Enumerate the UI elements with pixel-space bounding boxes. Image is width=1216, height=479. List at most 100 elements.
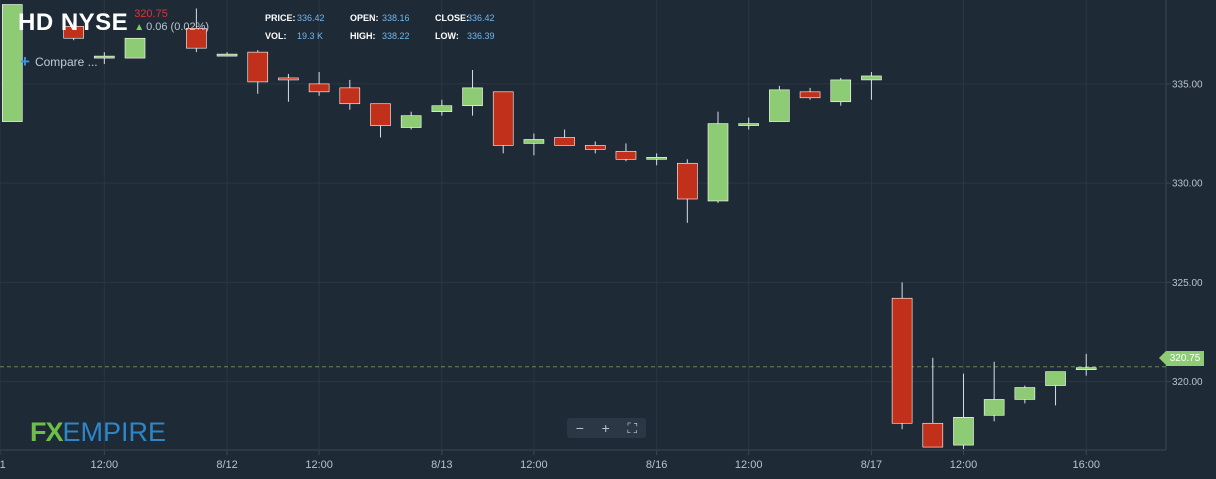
logo-empire: EMPIRE: [62, 417, 167, 447]
vol-label: VOL:: [265, 31, 287, 41]
x-tick-label: 12:00: [735, 459, 763, 471]
candle-body: [523, 139, 545, 144]
open-label: OPEN:: [350, 13, 379, 23]
price-change-value: 0.06 (0.02%): [146, 21, 210, 33]
candle-body: [830, 79, 852, 103]
ticker-price-block: 320.75 ▲ 0.06 (0.02%): [134, 8, 209, 34]
candles: [1, 4, 1097, 450]
last-price: 320.75: [134, 8, 168, 20]
x-tick-label: 8/13: [431, 459, 452, 471]
candle-body: [492, 91, 514, 146]
y-tick-label: 325.00: [1172, 278, 1203, 289]
candle[interactable]: [1075, 353, 1097, 376]
compare-button[interactable]: + Compare ...: [20, 52, 98, 71]
candle[interactable]: [983, 361, 1005, 422]
candle[interactable]: [339, 79, 361, 110]
candle[interactable]: [94, 52, 115, 65]
zoom-controls: − + ⛶: [567, 418, 646, 438]
low-value: 336.39: [467, 31, 495, 41]
x-tick-label: 12:00: [520, 459, 548, 471]
close-value: 336.42: [467, 13, 495, 23]
candle-body: [677, 162, 698, 200]
candle[interactable]: [400, 111, 422, 130]
current-price-tag: 320.75: [1159, 351, 1204, 366]
candle[interactable]: [1, 4, 23, 122]
candle[interactable]: [769, 85, 790, 122]
x-tick-label: 8/16: [646, 459, 667, 471]
y-axis: 335.00 330.00 325.00 320.00: [1166, 79, 1203, 388]
candle-body: [922, 422, 944, 448]
candle[interactable]: [891, 282, 913, 430]
candle[interactable]: [584, 141, 606, 154]
fullscreen-icon[interactable]: ⛶: [627, 419, 638, 436]
y-tick-label: 335.00: [1172, 79, 1203, 90]
candle-body: [370, 103, 391, 126]
candle-body: [247, 51, 269, 83]
candle-body: [278, 77, 299, 81]
high-label: HIGH:: [350, 31, 376, 41]
candle-body: [738, 123, 759, 126]
candle[interactable]: [615, 143, 637, 162]
candle[interactable]: [492, 91, 514, 154]
ticker-symbol: HD NYSE: [18, 9, 129, 36]
x-tick-label: 12:00: [91, 459, 119, 471]
compare-label: Compare ...: [34, 55, 98, 69]
plus-icon: +: [20, 52, 30, 71]
candle-body: [400, 115, 422, 128]
x-tick-label: 8/17: [861, 459, 882, 471]
grid-lines: [0, 0, 1167, 451]
candle[interactable]: [63, 22, 84, 41]
candle-body: [769, 89, 790, 122]
candle-body: [216, 53, 238, 57]
candle-body: [983, 399, 1005, 416]
candle[interactable]: [677, 159, 698, 223]
candle[interactable]: [830, 77, 852, 106]
vol-value: 19.3 K: [297, 31, 324, 41]
candle-body: [124, 37, 146, 59]
candle[interactable]: [861, 71, 882, 100]
candle[interactable]: [370, 103, 391, 138]
candle[interactable]: [308, 71, 330, 96]
candle[interactable]: [646, 153, 667, 166]
candle-body: [953, 417, 974, 446]
candle[interactable]: [462, 69, 483, 116]
candle-body: [462, 87, 483, 107]
candle[interactable]: [1045, 371, 1066, 406]
candle-body: [431, 105, 453, 112]
arrow-up-icon: ▲: [134, 22, 145, 33]
candle[interactable]: [738, 117, 759, 130]
zoom-out-button[interactable]: −: [575, 420, 584, 436]
x-tick-label: 16:00: [1072, 459, 1100, 471]
candle-body: [584, 145, 606, 150]
candle-body: [554, 137, 575, 146]
candle-body: [1, 4, 23, 122]
candle-body: [615, 151, 637, 160]
candle-body: [1075, 367, 1097, 370]
candle[interactable]: [278, 73, 299, 102]
candle[interactable]: [953, 373, 974, 450]
zoom-in-button[interactable]: +: [601, 420, 610, 436]
candle-body: [63, 26, 84, 39]
candle-body: [186, 28, 207, 49]
candle[interactable]: [922, 357, 944, 448]
candle[interactable]: [186, 8, 207, 53]
candle[interactable]: [554, 129, 575, 146]
price-value: 336.42: [297, 13, 325, 23]
logo-fx: FX: [30, 417, 64, 447]
candle-body: [799, 91, 821, 99]
high-value: 338.22: [382, 31, 410, 41]
candle[interactable]: [799, 87, 821, 100]
candle-body: [891, 297, 913, 424]
candle[interactable]: [707, 111, 729, 203]
candle-body: [861, 75, 882, 81]
candle[interactable]: [124, 37, 146, 59]
candle-body: [707, 123, 729, 202]
candle[interactable]: [247, 50, 269, 94]
candle[interactable]: [431, 99, 453, 116]
candle-body: [339, 87, 361, 105]
candle[interactable]: [1014, 385, 1036, 404]
candle[interactable]: [216, 52, 238, 57]
candle-body: [1045, 371, 1066, 386]
candle[interactable]: [523, 133, 545, 156]
